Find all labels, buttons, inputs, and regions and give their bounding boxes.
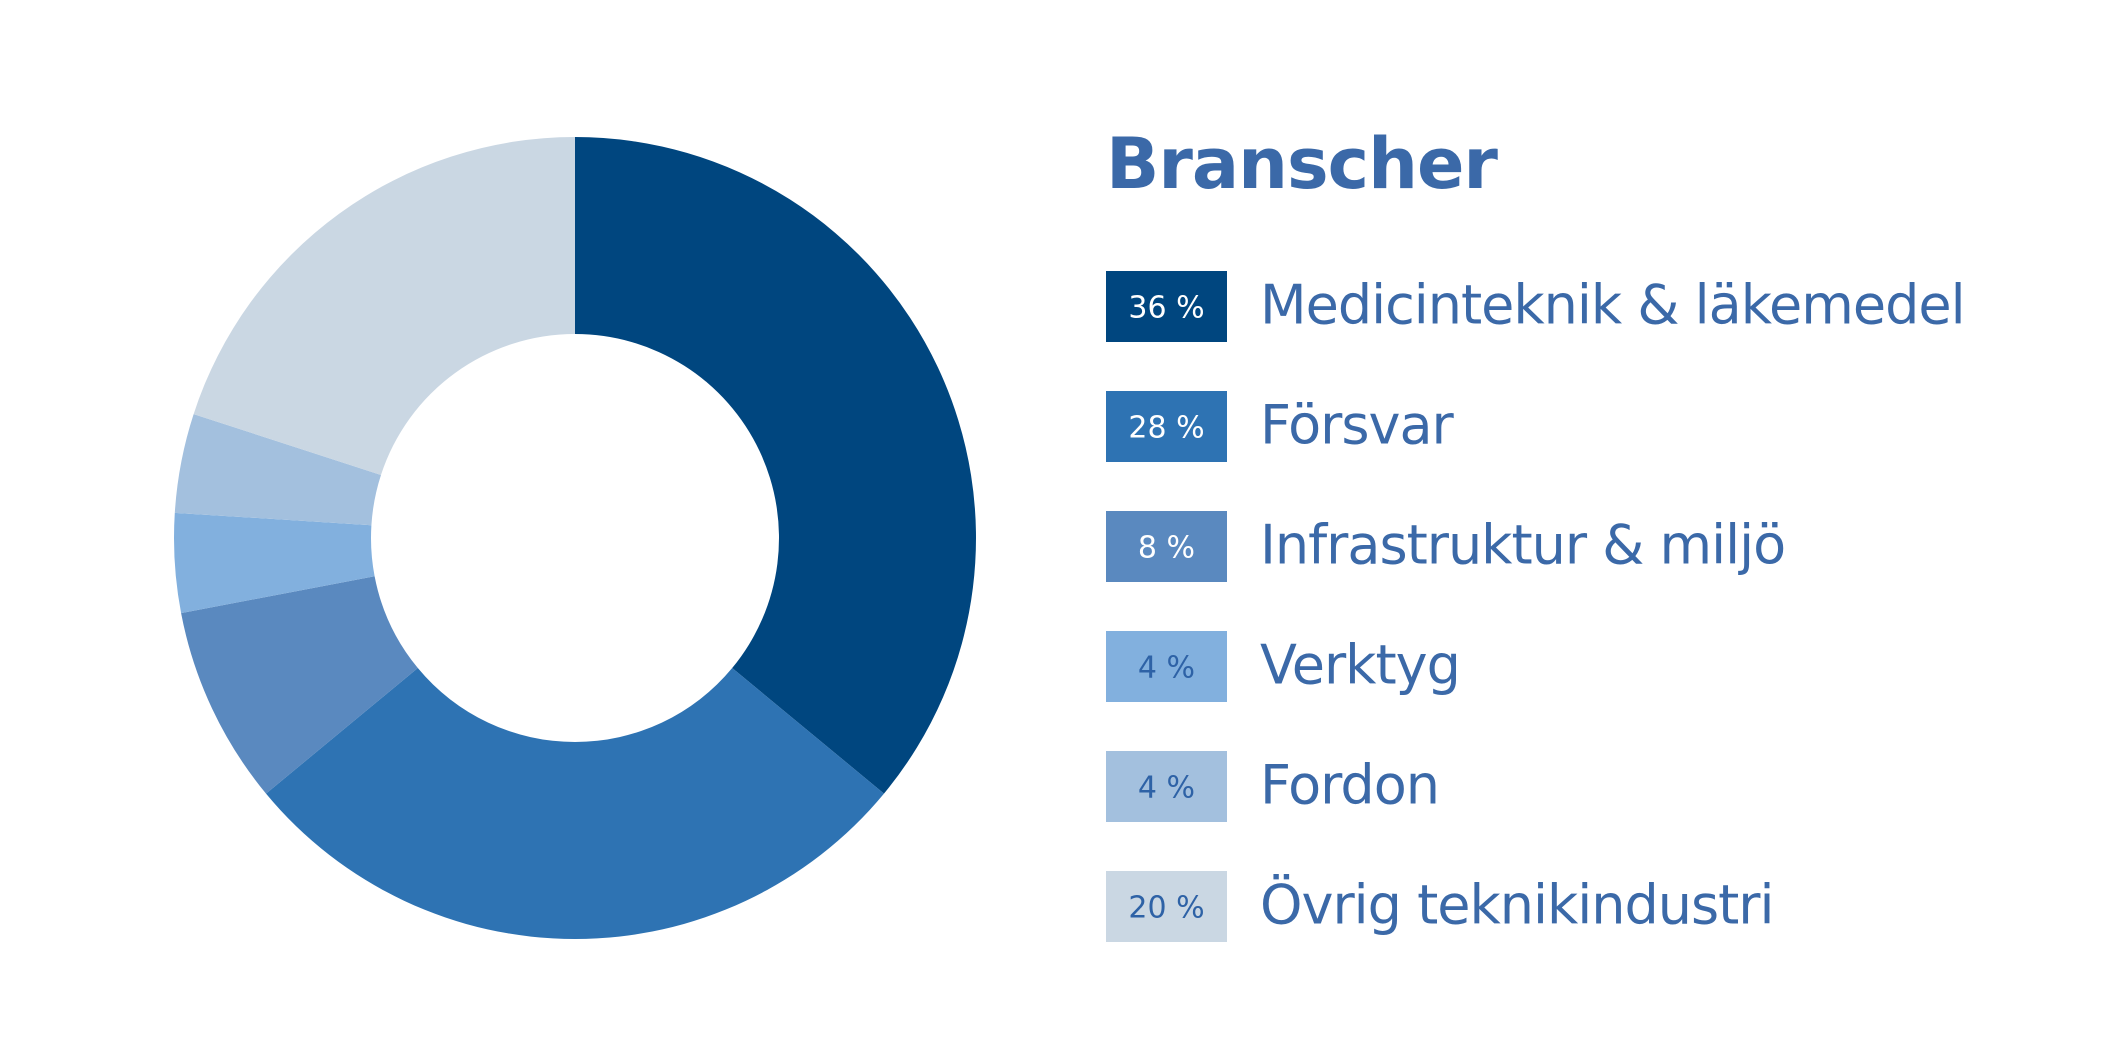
legend-swatch [1106,511,1227,582]
donut-slice [575,137,976,794]
legend-label: Övrig teknikindustri [1260,874,1774,937]
legend-value-label: 8 % [1138,531,1195,566]
legend-swatch [1106,271,1227,342]
legend-value-label: 36 % [1128,291,1204,326]
legend-swatch [1106,871,1227,942]
donut-slice [181,576,418,794]
legend-value-label: 4 % [1138,651,1195,686]
legend-value-label: 4 % [1138,771,1195,806]
donut-slice [266,668,884,939]
legend-label: Infrastruktur & miljö [1260,514,1785,577]
legend-value-label: 28 % [1128,411,1204,446]
legend-swatch [1106,631,1227,702]
chart-title: Branscher [1106,123,1498,205]
donut-slice [174,512,375,614]
legend-label: Medicinteknik & läkemedel [1260,274,1965,337]
legend-value-label: 20 % [1128,891,1204,926]
donut-slice [174,414,381,526]
donut-slice [193,137,575,475]
legend-label: Försvar [1260,394,1455,457]
legend-label: Fordon [1260,754,1439,817]
legend-label: Verktyg [1260,634,1460,697]
legend-swatch [1106,751,1227,822]
legend-swatch [1106,391,1227,462]
